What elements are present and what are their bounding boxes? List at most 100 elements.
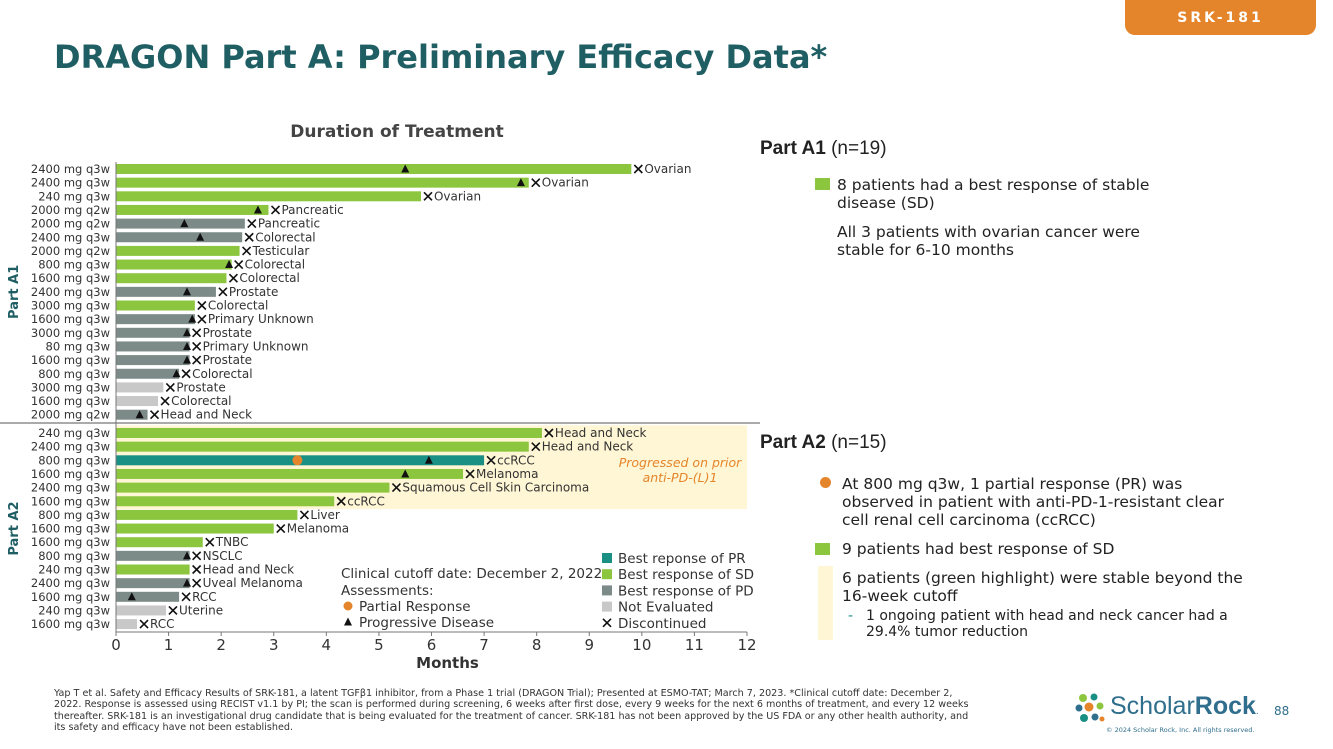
progressive-disease-marker	[182, 578, 191, 587]
discontinued-marker	[244, 232, 254, 242]
dose-label: 800 mg q3w	[38, 508, 110, 522]
dose-label: 2400 mg q3w	[31, 162, 110, 176]
tumor-label: Liver	[310, 508, 340, 522]
dose-label: 2400 mg q3w	[31, 230, 110, 244]
tumor-label: Head and Neck	[555, 426, 647, 440]
copyright: © 2024 Scholar Rock, Inc. All rights res…	[1106, 726, 1255, 734]
legend-label: Best response of PD	[618, 583, 754, 599]
part-a2-heading: Part A2 (n=15)	[760, 432, 887, 453]
dose-label: 800 mg q3w	[38, 367, 110, 381]
tumor-label: Testicular	[252, 244, 310, 258]
discontinued-marker	[234, 259, 244, 270]
x-tick-label: 10	[632, 636, 651, 654]
progressive-disease-marker	[196, 232, 205, 241]
x-tick-label: 7	[479, 636, 489, 654]
dose-label: 3000 mg q3w	[31, 326, 110, 340]
x-tick-label: 8	[532, 636, 542, 654]
tumor-label: Head and Neck	[161, 408, 253, 422]
chart-title: Duration of Treatment	[290, 122, 503, 142]
tumor-label: Squamous Cell Skin Carcinoma	[402, 481, 589, 495]
tumor-label: NSCLC	[203, 549, 243, 563]
part-a2-summary: Part A2 (n=15)	[760, 432, 1280, 454]
dose-label: 3000 mg q3w	[31, 380, 110, 394]
discontinued-marker	[192, 564, 202, 575]
bar-sd	[116, 441, 529, 452]
tumor-label: Melanoma	[476, 467, 538, 481]
x-tick-label: 4	[322, 636, 332, 654]
duration-of-treatment-chart: Duration of Treatment 2400 mg q3w Ovarian 2…	[0, 122, 760, 672]
group-label: Part A1	[7, 265, 22, 319]
dose-label: 2400 mg q3w	[31, 176, 110, 190]
progressive-disease-marker	[182, 341, 191, 350]
dose-label: 2400 mg q3w	[31, 440, 110, 454]
discontinued-marker	[192, 328, 202, 338]
progressive-disease-marker	[182, 355, 191, 364]
discontinued-marker	[336, 496, 346, 506]
bar-sd	[116, 245, 240, 256]
tumor-label: ccRCC	[347, 494, 385, 508]
x-axis-title: Months	[416, 654, 479, 672]
discontinued-marker	[192, 341, 202, 352]
progressive-disease-marker	[401, 164, 410, 173]
bar-pd	[116, 218, 245, 229]
tumor-label: Prostate	[203, 326, 252, 340]
bar-sd	[116, 509, 298, 520]
dose-label: 3000 mg q3w	[31, 299, 110, 313]
discontinued-marker	[423, 191, 433, 201]
page-title: DRAGON Part A: Preliminary Efficacy Data…	[54, 38, 828, 76]
bar-sd	[116, 177, 529, 188]
bar-pd	[116, 368, 180, 379]
discontinued-marker	[228, 273, 238, 283]
discontinued-marker	[192, 551, 202, 561]
dose-label: 2400 mg q3w	[31, 481, 110, 495]
tumor-label: Colorectal	[208, 299, 268, 313]
annotation-line-1: Progressed on prior	[619, 455, 742, 470]
tumor-label: Prostate	[176, 380, 225, 394]
dose-label: 2400 mg q3w	[31, 576, 110, 590]
tumor-label: Prostate	[229, 285, 278, 299]
discontinued-marker	[181, 592, 191, 602]
progressive-disease-marker	[225, 260, 234, 269]
legend-label: Partial Response	[359, 599, 471, 615]
annotation-line-2: anti-PD-(L)1	[643, 470, 718, 485]
legend-discontinued-icon	[602, 618, 612, 628]
dose-label: 80 mg q3w	[46, 339, 110, 353]
bar-sd	[116, 496, 335, 507]
dose-label: 1600 mg q3w	[31, 271, 110, 285]
tumor-label: Colorectal	[245, 258, 305, 272]
x-tick-label: 6	[427, 636, 437, 654]
discontinued-marker	[276, 523, 286, 534]
dose-label: 2400 mg q3w	[31, 285, 110, 299]
part-a2-stable-text: 6 patients (green highlight) were stable…	[842, 569, 1243, 605]
group-label: Part A2	[7, 501, 22, 555]
x-tick-label: 9	[584, 636, 594, 654]
tumor-label: Colorectal	[239, 271, 299, 285]
partial-response-bullet	[820, 477, 831, 488]
progressive-disease-marker	[253, 205, 262, 214]
assessments-heading: Assessments:	[341, 583, 434, 599]
scholar-rock-wordmark: ScholarRock.	[1110, 692, 1259, 720]
discontinued-marker	[299, 510, 309, 520]
dose-label: 1600 mg q3w	[31, 494, 110, 508]
discontinued-marker	[197, 314, 207, 324]
legend-label: Best response of SD	[618, 567, 754, 583]
discontinued-marker	[391, 483, 401, 493]
legend-label: Not Evaluated	[618, 600, 713, 616]
dose-label: 1600 mg q3w	[31, 522, 110, 536]
progressive-disease-marker	[127, 592, 136, 601]
dose-label: 240 mg q3w	[38, 563, 110, 577]
tumor-label: Colorectal	[192, 367, 252, 381]
progressive-disease-marker	[401, 469, 410, 478]
tumor-label: Ovarian	[434, 189, 481, 203]
bar-sd	[116, 204, 269, 215]
tumor-label: Primary Unknown	[203, 339, 309, 353]
part-a2-sd-text: 9 patients had best response of SD	[842, 540, 1115, 558]
dose-label: 2000 mg q2w	[31, 203, 110, 217]
legend-swatch-sd	[602, 569, 612, 580]
dose-label: 1600 mg q3w	[31, 312, 110, 326]
bar-pd	[116, 286, 216, 297]
x-tick-label: 12	[737, 636, 756, 654]
bar-sd	[116, 191, 421, 202]
tumor-label: Ovarian	[644, 162, 691, 176]
legend-swatch-ne	[602, 601, 612, 612]
